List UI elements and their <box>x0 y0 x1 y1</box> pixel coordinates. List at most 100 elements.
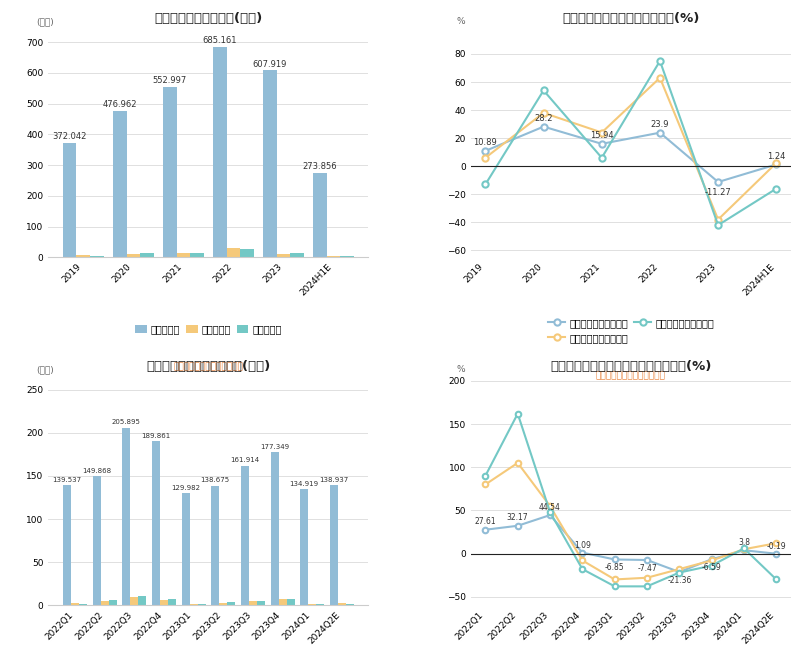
Text: 制图数据来自恒生聚源数据库: 制图数据来自恒生聚源数据库 <box>596 372 666 380</box>
Bar <box>130 597 138 605</box>
Text: 3.8: 3.8 <box>738 538 750 547</box>
扣非净利润同比增长率 <box>713 221 723 229</box>
Text: 552.997: 552.997 <box>153 76 187 86</box>
Bar <box>228 602 236 605</box>
Text: 273.856: 273.856 <box>303 163 337 171</box>
Text: 10.89: 10.89 <box>474 138 497 147</box>
扣非净利润同比增长率 <box>771 576 781 584</box>
营业总收入同比增长率 <box>546 511 555 519</box>
Text: 1.09: 1.09 <box>574 541 591 549</box>
营业总收入同比增长率 <box>771 550 781 558</box>
Bar <box>152 442 160 605</box>
Text: 129.982: 129.982 <box>171 485 200 491</box>
扣非净利润同比增长率 <box>771 185 781 193</box>
Text: 1.24: 1.24 <box>767 152 785 161</box>
扣非净利润同比增长率 <box>739 544 749 552</box>
营业总收入同比增长率 <box>480 147 490 155</box>
营业总收入同比增长率 <box>713 178 723 186</box>
Text: 138.937: 138.937 <box>320 477 349 483</box>
Legend: 营业总收入同比增长率, 归母净利润同比增长率, 扣非净利润同比增长率: 营业总收入同比增长率, 归母净利润同比增长率, 扣非净利润同比增长率 <box>544 314 717 347</box>
Text: 685.161: 685.161 <box>203 36 237 45</box>
Bar <box>63 485 71 605</box>
扣非净利润同比增长率 <box>480 180 490 188</box>
营业总收入同比增长率 <box>539 122 549 130</box>
Y-axis label: %: % <box>457 365 466 374</box>
Bar <box>123 428 130 605</box>
归母净利润同比增长率 <box>707 557 717 565</box>
归母净利润同比增长率 <box>539 109 549 117</box>
Bar <box>300 489 308 605</box>
Bar <box>341 256 354 257</box>
营业总收入同比增长率 <box>655 129 665 137</box>
Title: 总营收、净利同比增长率季度变动情况(%): 总营收、净利同比增长率季度变动情况(%) <box>550 360 712 372</box>
归母净利润同比增长率 <box>480 480 490 488</box>
归母净利润同比增长率 <box>675 565 684 573</box>
Text: 139.537: 139.537 <box>52 476 82 483</box>
Legend: 营业总收入, 归母净利润, 扣非净利润: 营业总收入, 归母净利润, 扣非净利润 <box>132 320 286 338</box>
扣非净利润同比增长率 <box>597 154 607 162</box>
Text: -7.47: -7.47 <box>638 564 657 573</box>
归母净利润同比增长率 <box>771 159 781 167</box>
营业总收入同比增长率 <box>675 568 684 576</box>
扣非净利润同比增长率 <box>707 562 717 570</box>
Text: 138.675: 138.675 <box>201 478 230 484</box>
Line: 营业总收入同比增长率: 营业总收入同比增长率 <box>483 124 780 185</box>
Bar <box>138 596 146 605</box>
Bar <box>101 601 109 605</box>
Bar <box>316 604 324 605</box>
Line: 扣非净利润同比增长率: 扣非净利润同比增长率 <box>483 411 779 589</box>
Bar <box>263 70 277 257</box>
归母净利润同比增长率 <box>642 574 652 582</box>
Bar <box>63 143 77 257</box>
Text: 149.868: 149.868 <box>82 468 111 474</box>
扣非净利润同比增长率 <box>610 582 620 590</box>
扣非净利润同比增长率 <box>642 582 652 590</box>
归母净利润同比增长率 <box>578 557 587 565</box>
Bar <box>270 452 278 605</box>
Bar <box>198 604 206 605</box>
Bar <box>241 466 249 605</box>
Text: 32.17: 32.17 <box>507 513 529 522</box>
Bar <box>213 47 227 257</box>
营业总收入同比增长率 <box>642 556 652 564</box>
Bar <box>308 603 316 605</box>
Bar <box>90 256 103 257</box>
Line: 归母净利润同比增长率: 归母净利润同比增长率 <box>483 74 780 222</box>
Bar <box>346 603 354 605</box>
Bar <box>278 599 286 605</box>
Bar <box>168 599 176 605</box>
Bar <box>140 253 153 257</box>
Text: 476.962: 476.962 <box>102 100 137 109</box>
扣非净利润同比增长率 <box>546 508 555 516</box>
Text: 205.895: 205.895 <box>112 419 140 426</box>
归母净利润同比增长率 <box>513 459 523 467</box>
Bar <box>182 493 190 605</box>
Line: 扣非净利润同比增长率: 扣非净利润同比增长率 <box>483 58 780 228</box>
Text: 134.919: 134.919 <box>290 481 319 487</box>
Text: 177.349: 177.349 <box>260 444 289 450</box>
Text: 44.54: 44.54 <box>539 503 561 512</box>
Y-axis label: (亿元): (亿元) <box>36 365 54 374</box>
Bar <box>291 253 303 257</box>
Bar <box>77 255 90 257</box>
归母净利润同比增长率 <box>739 545 749 553</box>
营业总收入同比增长率 <box>513 522 523 530</box>
归母净利润同比增长率 <box>713 216 723 224</box>
归母净利润同比增长率 <box>597 128 607 136</box>
Text: 161.914: 161.914 <box>230 457 260 463</box>
Bar <box>220 603 228 605</box>
Bar <box>249 601 257 605</box>
归母净利润同比增长率 <box>480 154 490 162</box>
Bar <box>109 599 117 605</box>
归母净利润同比增长率 <box>546 502 555 510</box>
Bar <box>113 111 127 257</box>
Bar <box>330 486 338 605</box>
Title: 总营收、净利季度变动情况(亿元): 总营收、净利季度变动情况(亿元) <box>146 360 270 372</box>
Text: 23.9: 23.9 <box>650 120 669 129</box>
扣非净利润同比增长率 <box>480 472 490 480</box>
Y-axis label: %: % <box>457 17 466 26</box>
Bar <box>277 254 291 257</box>
营业总收入同比增长率 <box>578 549 587 557</box>
扣非净利润同比增长率 <box>539 86 549 94</box>
Line: 营业总收入同比增长率: 营业总收入同比增长率 <box>483 513 779 575</box>
